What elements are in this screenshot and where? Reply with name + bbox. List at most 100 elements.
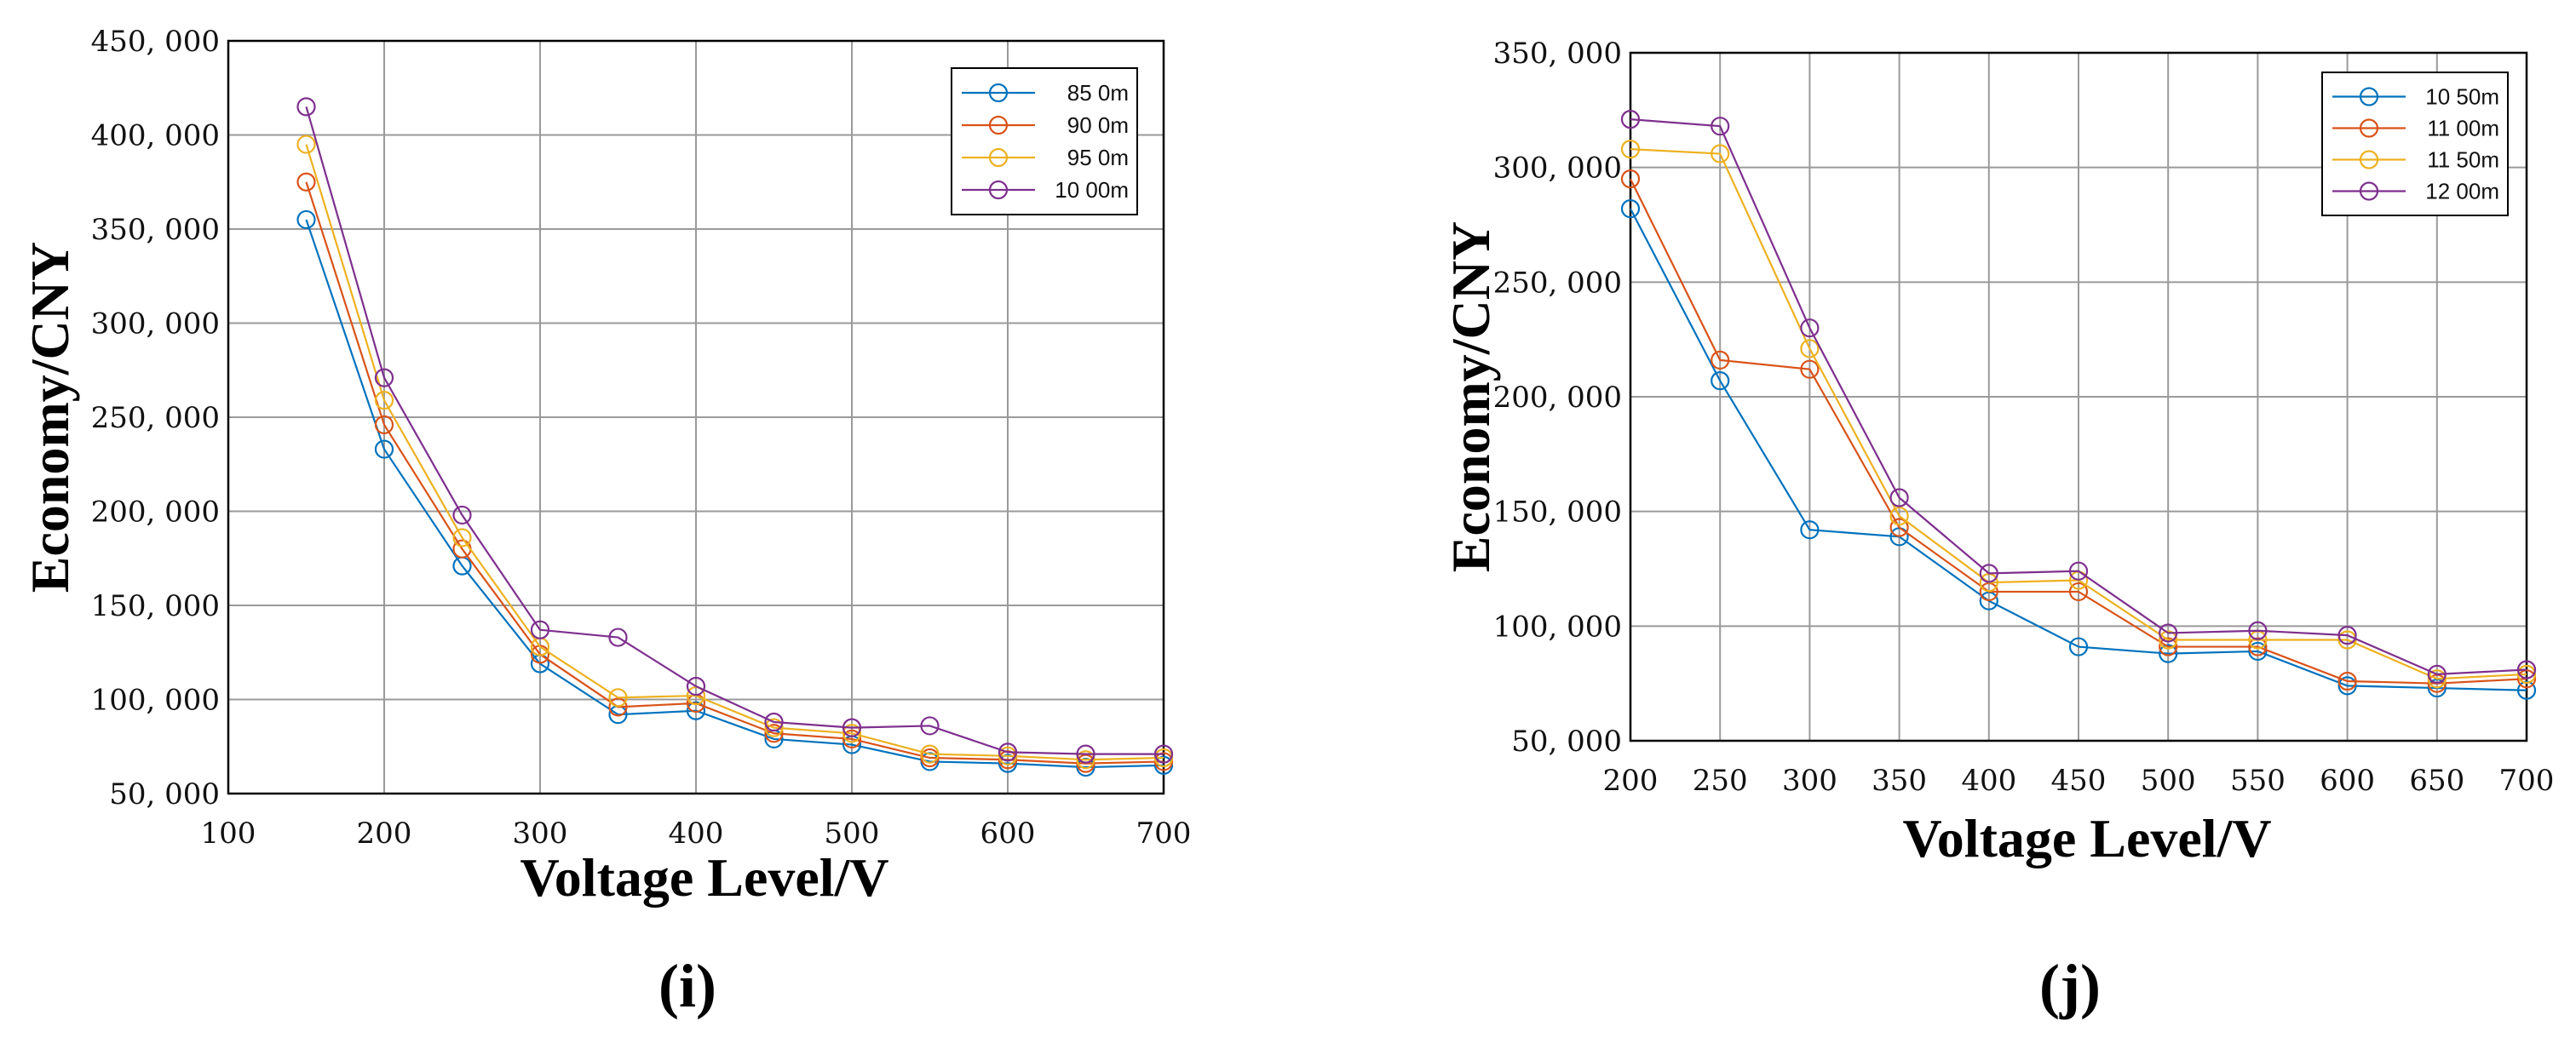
data-point	[1620, 110, 1641, 129]
x-axis-label: Voltage Level/V	[520, 847, 888, 908]
data-point	[1800, 318, 1820, 338]
legend-label: 10 00m	[1055, 177, 1129, 203]
series-line	[305, 181, 1164, 765]
data-point	[1889, 518, 1909, 537]
x-tick-label: 650	[2409, 764, 2464, 798]
y-tick-label: 350, 000	[1493, 37, 1622, 71]
data-point	[2337, 671, 2357, 691]
data-point	[608, 688, 628, 708]
x-tick-label: 500	[825, 817, 880, 851]
data-point	[374, 415, 394, 434]
data-point	[1889, 506, 1909, 526]
data-point	[842, 718, 862, 737]
data-point	[2337, 626, 2357, 645]
x-axis-label: Voltage Level/V	[1902, 808, 2271, 868]
y-tick-label: 250, 000	[1493, 266, 1622, 300]
data-point	[296, 135, 316, 154]
x-tick-label: 600	[2320, 764, 2375, 798]
series-line	[305, 219, 1164, 769]
data-point	[1620, 140, 1641, 159]
y-tick-label: 150, 000	[91, 589, 220, 623]
y-tick-label: 250, 000	[91, 401, 220, 435]
data-point	[2068, 637, 2089, 656]
data-point	[764, 718, 784, 737]
series-line	[1630, 178, 2527, 685]
x-tick-label: 700	[1136, 817, 1192, 851]
data-point	[1800, 359, 1820, 379]
data-point	[1889, 488, 1909, 507]
data-point	[2248, 621, 2268, 640]
data-point	[842, 729, 862, 749]
data-point	[374, 391, 394, 410]
panel-label: (i)	[658, 952, 716, 1020]
data-point	[1076, 750, 1095, 770]
legend-marker	[2359, 87, 2379, 106]
y-tick-label: 300, 000	[1493, 152, 1622, 186]
data-point	[2248, 637, 2268, 656]
plot-frame	[1629, 51, 2528, 742]
chart-j: 200 250 300 350 400 450 500 550 600 650 700 50, 000…	[1440, 37, 2554, 1020]
data-point	[764, 712, 784, 732]
x-tick-label: 400	[1961, 764, 2016, 798]
legend-label: 95 0m	[1067, 145, 1129, 170]
x-tick-label: 700	[2499, 764, 2555, 798]
data-point	[686, 701, 706, 720]
data-point	[2516, 680, 2537, 700]
data-point	[920, 716, 940, 736]
data-point	[530, 620, 550, 639]
data-point	[2248, 641, 2268, 662]
data-point	[2159, 630, 2178, 650]
x-tick-label: 300	[1782, 764, 1837, 798]
data-point	[2427, 669, 2447, 689]
series-line	[305, 144, 1164, 761]
y-tick-label: 200, 000	[91, 496, 220, 530]
y-axis-label: Economy/CNY	[1440, 221, 1501, 572]
y-tick-label: 100, 000	[91, 684, 220, 718]
y-tick-label: 300, 000	[91, 307, 220, 341]
legend-marker	[988, 83, 1009, 103]
data-point	[452, 528, 472, 547]
y-tick-label: 450, 000	[91, 25, 220, 59]
legend-marker	[988, 180, 1009, 200]
data-point	[296, 97, 316, 117]
data-point	[608, 628, 628, 647]
panel-label: (j)	[2039, 952, 2101, 1020]
data-point	[2159, 644, 2178, 663]
x-tick-label: 350	[1872, 764, 1927, 798]
data-point	[374, 368, 394, 387]
x-tick-label: 400	[669, 817, 724, 851]
y-tick-label: 50, 000	[1511, 725, 1622, 759]
legend-label: 10 50m	[2425, 84, 2499, 110]
legend-marker	[988, 115, 1009, 135]
data-point	[1153, 744, 1174, 764]
data-point	[296, 172, 316, 192]
legend-marker	[2359, 118, 2379, 138]
x-tick-label: 600	[980, 817, 1036, 851]
x-tick-label: 200	[357, 817, 412, 851]
data-point	[1076, 744, 1095, 764]
legend-marker	[2359, 181, 2379, 201]
series-line	[1630, 118, 2527, 676]
data-point	[2337, 676, 2357, 696]
y-tick-label: 200, 000	[1493, 381, 1622, 415]
legend-label: 11 00m	[2427, 116, 2499, 141]
series-line	[305, 106, 1164, 755]
data-point	[2427, 664, 2447, 684]
data-point	[1800, 339, 1820, 358]
x-tick-label: 200	[1603, 764, 1659, 798]
data-point	[1711, 144, 1730, 163]
data-point	[452, 505, 472, 525]
data-point	[920, 744, 940, 764]
legend-label: 85 0m	[1067, 80, 1129, 106]
data-point	[2068, 561, 2089, 581]
data-point	[1979, 564, 1998, 583]
legend-label: 12 00m	[2425, 179, 2499, 204]
data-point	[1711, 371, 1730, 391]
legend-label: 11 50m	[2427, 147, 2499, 173]
data-point	[2068, 582, 2089, 602]
data-point	[1711, 350, 1730, 370]
data-point	[1620, 169, 1641, 189]
legend-marker	[988, 147, 1009, 168]
y-tick-label: 50, 000	[109, 777, 220, 811]
data-point	[1800, 520, 1820, 540]
